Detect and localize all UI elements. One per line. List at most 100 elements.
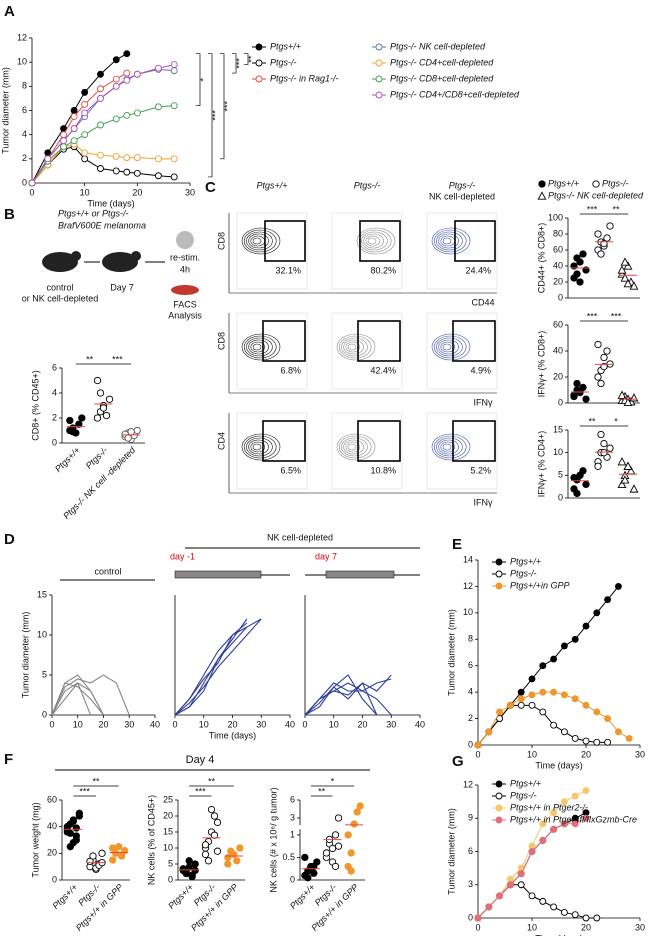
data-point	[123, 76, 131, 84]
data-point	[115, 843, 123, 851]
significance-label: *	[614, 416, 618, 426]
contour	[438, 339, 459, 355]
data-point	[93, 414, 102, 422]
gate	[262, 320, 306, 362]
data-point	[517, 688, 525, 696]
data-point	[60, 131, 68, 139]
legend-marker	[375, 59, 383, 67]
data-point	[539, 708, 547, 716]
data-point	[66, 843, 74, 851]
data-point	[97, 151, 104, 159]
y-axis-label: Tumor diameter (mm)	[446, 808, 456, 895]
series-line	[51, 682, 92, 716]
data-point	[560, 728, 568, 736]
x-axis-label: Time (days)	[87, 198, 134, 208]
data-point	[75, 420, 83, 428]
y-tick-label: 20	[553, 276, 563, 286]
data-point	[81, 149, 89, 157]
x-tick-label: 20	[98, 719, 108, 729]
data-point	[517, 701, 525, 709]
data-point	[213, 847, 222, 855]
data-point	[485, 728, 493, 736]
data-point	[133, 109, 141, 117]
y-tick-label: 80	[553, 228, 563, 238]
significance-label: *	[331, 776, 335, 786]
legend-label: Ptgs-/-	[510, 568, 537, 578]
y-tick-label: 9	[468, 813, 473, 823]
data-point	[594, 462, 602, 470]
data-point	[570, 274, 578, 282]
x-tick-label: 0	[302, 719, 307, 729]
contour	[433, 435, 467, 459]
legend-marker	[495, 816, 503, 824]
legend-label: Ptgs-/-	[602, 178, 629, 188]
gate-percent: 32.1%	[275, 265, 301, 275]
data-point	[81, 101, 89, 108]
x-tick-label: 30	[635, 749, 645, 759]
y-tick-label: 0	[22, 177, 27, 187]
contour	[241, 433, 281, 461]
schematic-text: control	[46, 282, 73, 292]
data-point	[560, 798, 568, 806]
schematic-text: 4h	[180, 264, 190, 274]
data-point	[539, 897, 547, 905]
contour	[248, 339, 269, 355]
significance-bracket	[196, 53, 201, 107]
data-point	[170, 173, 178, 181]
contour	[438, 439, 459, 455]
significance-label: **	[246, 55, 256, 63]
gate-percent: 5.2%	[470, 465, 491, 475]
plot-frame	[331, 212, 403, 290]
gate	[357, 320, 401, 362]
data-point	[593, 708, 601, 716]
gate	[452, 320, 496, 362]
significance-label: **	[208, 776, 216, 786]
data-point	[539, 820, 547, 828]
significance-label: ***	[210, 110, 220, 121]
gate-percent: 4.9%	[470, 365, 491, 375]
y-axis-label: Tumor diameter (mm)	[20, 612, 30, 699]
data-point	[93, 376, 102, 385]
contour	[347, 443, 357, 451]
panel-label: C	[205, 179, 216, 196]
data-point	[604, 596, 612, 604]
data-point	[571, 911, 579, 919]
x-axis-label: Time (days)	[535, 760, 582, 770]
contour	[343, 339, 364, 355]
series-line	[477, 812, 587, 919]
series-line	[304, 674, 378, 716]
series-line	[51, 682, 104, 716]
data-point	[123, 69, 131, 77]
y-tick-label: 0.5	[282, 852, 295, 862]
data-point	[604, 715, 612, 723]
data-point	[560, 691, 568, 699]
d-headers: NK cell-depleted control day -1 day 7	[60, 532, 420, 581]
legend-label: Ptgs+/+ in Ptger4fl/flxGzmb-Cre	[510, 814, 637, 824]
data-point	[322, 849, 331, 857]
legend-marker	[538, 180, 546, 188]
data-point	[96, 389, 105, 397]
significance-label: **	[318, 786, 326, 796]
legend-label: Ptgs-/-	[270, 57, 297, 67]
x-tick-label: 20	[357, 719, 367, 729]
legend-label: Ptgs-/- CD8+cell-depleted	[390, 73, 494, 83]
data-point	[593, 914, 601, 922]
y-axis-label: NK cells (# x 10⁶/ g tumor)	[268, 787, 278, 892]
data-point	[109, 856, 117, 864]
data-point	[123, 50, 131, 58]
significance-label: **	[588, 416, 596, 426]
significance-label: ***	[112, 354, 123, 364]
contour	[252, 343, 262, 351]
contour	[345, 341, 361, 353]
data-point	[617, 457, 627, 466]
data-point	[328, 844, 337, 853]
y-axis-label: IFNγ+ (% CD4+)	[536, 431, 546, 498]
legend-label: Ptgs+/+	[270, 41, 301, 51]
y-tick-label: 0	[52, 874, 57, 884]
data-point	[629, 393, 639, 402]
x-tick-label: 10	[329, 719, 339, 729]
gate-percent: 10.8%	[370, 465, 396, 475]
legend-marker	[375, 91, 383, 99]
data-point	[81, 131, 89, 139]
data-point	[597, 430, 605, 439]
